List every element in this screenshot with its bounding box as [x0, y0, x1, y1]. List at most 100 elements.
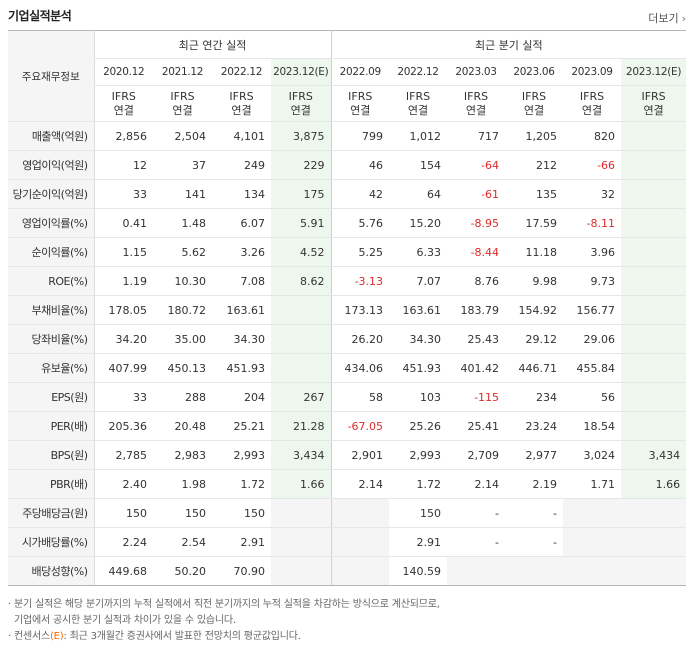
value-cell — [621, 121, 687, 151]
row-label: 부채비율(%) — [8, 295, 95, 325]
value-cell: 173.13 — [331, 295, 390, 325]
value-cell: 2,709 — [447, 440, 506, 470]
value-cell: -8.11 — [563, 208, 622, 238]
value-cell: 1.98 — [153, 469, 212, 499]
value-cell: 249 — [212, 150, 271, 180]
value-cell: 50.20 — [153, 556, 212, 586]
value-cell — [621, 498, 687, 528]
value-cell: 25.21 — [212, 411, 271, 441]
value-cell: 4,101 — [212, 121, 271, 151]
value-cell: 37 — [153, 150, 212, 180]
more-link[interactable]: 더보기 › — [648, 10, 686, 26]
value-cell: 163.61 — [212, 295, 271, 325]
basis-header: IFRS 연결 — [212, 85, 271, 122]
row-label: 유보율(%) — [8, 353, 95, 383]
value-cell: 150 — [212, 498, 271, 528]
table-row: EPS(원) 33 288 204 267 58 103 -115 234 56 — [8, 382, 687, 412]
value-cell: 2.14 — [447, 469, 506, 499]
period-header: 2021.12 — [153, 58, 212, 86]
basis-header: IFRS 연결 — [447, 85, 506, 122]
value-cell: 26.20 — [331, 324, 390, 354]
value-cell: 2,993 — [212, 440, 271, 470]
value-cell: 135 — [505, 179, 564, 209]
row-label: 주당배당금(원) — [8, 498, 95, 528]
value-cell: 180.72 — [153, 295, 212, 325]
basis-header: IFRS 연결 — [563, 85, 622, 122]
table-row: 시가배당률(%) 2.24 2.54 2.91 2.91- - — [8, 527, 687, 557]
value-cell — [271, 324, 332, 354]
period-header: 2023.06 — [505, 58, 564, 86]
row-label: 시가배당률(%) — [8, 527, 95, 557]
value-cell: 25.41 — [447, 411, 506, 441]
basis-header: IFRS 연결 — [271, 85, 332, 122]
table-row: 순이익률(%) 1.15 5.62 3.26 4.52 5.25 6.33 -8.44 11.1… — [8, 237, 687, 267]
value-cell: 18.54 — [563, 411, 622, 441]
table-row: 부채비율(%) 178.05 180.72 163.61 173.13 163.61 183… — [8, 295, 687, 325]
table-row: 주당배당금(원) 150 150 150 150- - — [8, 498, 687, 528]
value-cell: 8.62 — [271, 266, 332, 296]
value-cell: 34.30 — [389, 324, 448, 354]
row-label: 당기순이익(억원) — [8, 179, 95, 209]
value-cell: 140.59 — [389, 556, 448, 586]
value-cell: 103 — [389, 382, 448, 412]
value-cell: -61 — [447, 179, 506, 209]
value-cell: 3,434 — [621, 440, 687, 470]
value-cell: -8.44 — [447, 237, 506, 267]
table-row: 영업이익률(%) 0.41 1.48 6.07 5.91 5.76 15.20 -8.95 17… — [8, 208, 687, 238]
value-cell: 267 — [271, 382, 332, 412]
value-cell: 33 — [94, 382, 153, 412]
value-cell — [271, 527, 332, 557]
value-cell: 58 — [331, 382, 390, 412]
value-cell: 820 — [563, 121, 622, 151]
value-cell: 3,875 — [271, 121, 332, 151]
period-header: 2020.12 — [94, 58, 153, 86]
value-cell: 15.20 — [389, 208, 448, 238]
value-cell: 1.66 — [621, 469, 687, 499]
basis-header: IFRS 연결 — [153, 85, 212, 122]
value-cell: -115 — [447, 382, 506, 412]
row-label: BPS(원) — [8, 440, 95, 470]
value-cell: 1.19 — [94, 266, 153, 296]
value-cell: 11.18 — [505, 237, 564, 267]
value-cell: 717 — [447, 121, 506, 151]
value-cell: 33 — [94, 179, 153, 209]
financial-table: 주요재무정보 최근 연간 실적 최근 분기 실적 2020.12 2021.12 2… — [8, 30, 687, 586]
value-cell — [331, 498, 390, 528]
value-cell: 2.14 — [331, 469, 390, 499]
value-cell: 150 — [94, 498, 153, 528]
value-cell: - — [447, 498, 506, 528]
row-label: PBR(배) — [8, 469, 95, 499]
value-cell: 2.19 — [505, 469, 564, 499]
value-cell — [621, 150, 687, 180]
basis-header: IFRS 연결 — [94, 85, 153, 122]
value-cell: 0.41 — [94, 208, 153, 238]
value-cell: 450.13 — [153, 353, 212, 383]
footnote-quarterly: · 분기 실적은 해당 분기까지의 누적 실적에서 직전 분기까지의 누적 실적… — [8, 599, 440, 610]
value-cell: - — [447, 527, 506, 557]
period-header: 2023.12(E) — [271, 58, 332, 86]
value-cell: 434.06 — [331, 353, 390, 383]
value-cell: 1,012 — [389, 121, 448, 151]
value-cell: 46 — [331, 150, 390, 180]
value-cell: 4.52 — [271, 237, 332, 267]
row-label: 영업이익(억원) — [8, 150, 95, 180]
value-cell: 175 — [271, 179, 332, 209]
corner-header: 주요재무정보 — [8, 30, 95, 122]
value-cell — [621, 295, 687, 325]
footnote-consensus: · 컨센서스(E): 최근 3개월간 증권사에서 발표한 전망치의 평균값입니다… — [8, 631, 301, 642]
basis-header: IFRS 연결 — [505, 85, 564, 122]
value-cell: 156.77 — [563, 295, 622, 325]
value-cell: 2.54 — [153, 527, 212, 557]
row-label: PER(배) — [8, 411, 95, 441]
table-row: ROE(%) 1.19 10.30 7.08 8.62 -3.13 7.07 8.76 9.98… — [8, 266, 687, 296]
value-cell: -64 — [447, 150, 506, 180]
footnote-quarterly-cont: 기업에서 공시한 분기 실적과 차이가 있을 수 있습니다. — [14, 615, 236, 626]
value-cell: 12 — [94, 150, 153, 180]
table-row: 영업이익(억원) 12 37 249 229 46 154 -64 212 -66 — [8, 150, 687, 180]
value-cell — [331, 556, 390, 586]
period-header: 2023.09 — [563, 58, 622, 86]
value-cell: 2.91 — [212, 527, 271, 557]
value-cell: 451.93 — [389, 353, 448, 383]
value-cell: 2,977 — [505, 440, 564, 470]
value-cell — [331, 527, 390, 557]
